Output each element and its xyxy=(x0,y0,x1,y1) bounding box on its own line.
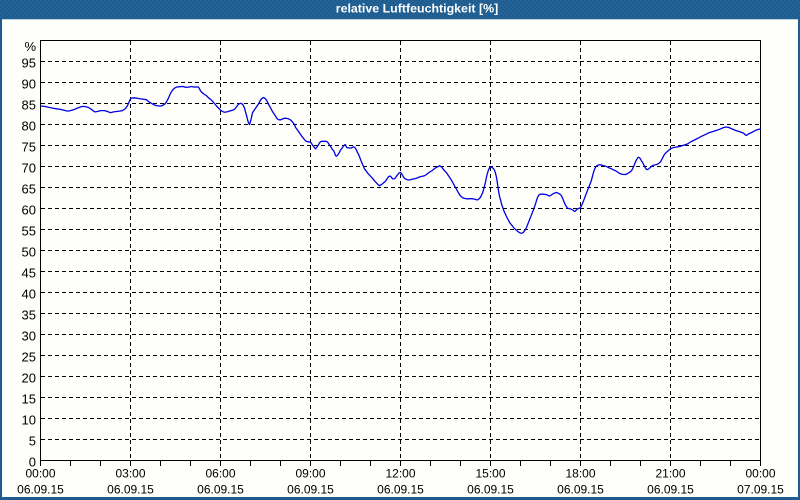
svg-text:45: 45 xyxy=(22,266,36,281)
svg-text:06.09.15: 06.09.15 xyxy=(17,483,64,497)
svg-text:95: 95 xyxy=(22,56,36,71)
svg-text:20: 20 xyxy=(22,371,36,386)
svg-text:90: 90 xyxy=(22,77,36,92)
svg-text:60: 60 xyxy=(22,203,36,218)
svg-text:65: 65 xyxy=(22,182,36,197)
svg-text:0: 0 xyxy=(29,455,36,470)
svg-text:21:00: 21:00 xyxy=(655,467,685,481)
svg-text:06.09.15: 06.09.15 xyxy=(557,483,604,497)
svg-text:06.09.15: 06.09.15 xyxy=(107,483,154,497)
svg-text:06.09.15: 06.09.15 xyxy=(647,483,694,497)
svg-text:18:00: 18:00 xyxy=(565,467,595,481)
svg-text:07.09.15: 07.09.15 xyxy=(737,483,784,497)
svg-text:15: 15 xyxy=(22,392,36,407)
svg-text:50: 50 xyxy=(22,245,36,260)
svg-text:12:00: 12:00 xyxy=(385,467,415,481)
svg-text:15:00: 15:00 xyxy=(475,467,505,481)
svg-text:06.09.15: 06.09.15 xyxy=(377,483,424,497)
svg-text:35: 35 xyxy=(22,308,36,323)
svg-text:5: 5 xyxy=(29,434,36,449)
svg-text:06:00: 06:00 xyxy=(205,467,235,481)
svg-text:%: % xyxy=(24,39,36,54)
svg-text:75: 75 xyxy=(22,140,36,155)
svg-text:00:00: 00:00 xyxy=(745,467,775,481)
svg-text:06.09.15: 06.09.15 xyxy=(287,483,334,497)
svg-text:70: 70 xyxy=(22,161,36,176)
svg-text:30: 30 xyxy=(22,329,36,344)
svg-text:00:00: 00:00 xyxy=(25,467,55,481)
svg-text:25: 25 xyxy=(22,350,36,365)
svg-text:06.09.15: 06.09.15 xyxy=(467,483,514,497)
svg-text:relative Luftfeuchtigkeit [%]: relative Luftfeuchtigkeit [%] xyxy=(336,1,498,15)
svg-text:40: 40 xyxy=(22,287,36,302)
svg-text:06.09.15: 06.09.15 xyxy=(197,483,244,497)
svg-text:85: 85 xyxy=(22,98,36,113)
svg-text:55: 55 xyxy=(22,224,36,239)
svg-text:09:00: 09:00 xyxy=(295,467,325,481)
svg-text:80: 80 xyxy=(22,119,36,134)
svg-text:03:00: 03:00 xyxy=(115,467,145,481)
svg-text:10: 10 xyxy=(22,413,36,428)
